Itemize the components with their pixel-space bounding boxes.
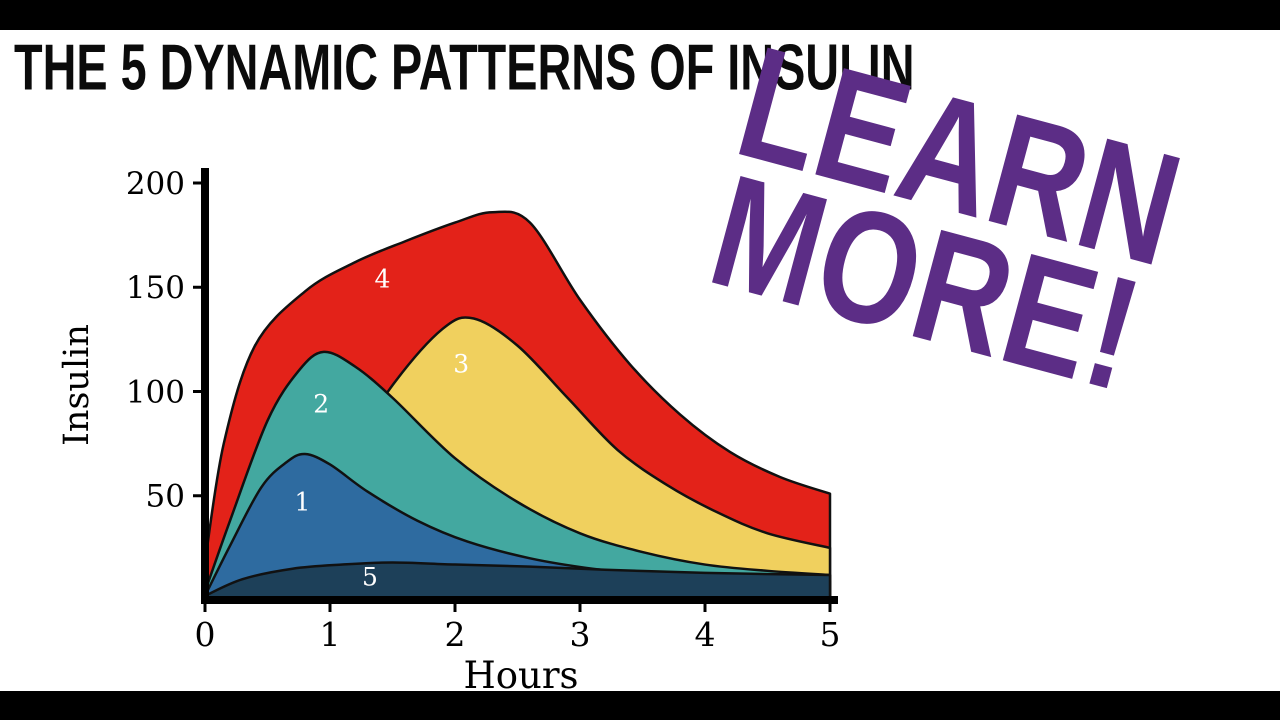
series-label-4: 4 <box>375 264 391 293</box>
page-title: THE 5 DYNAMIC PATTERNS OF INSULIN <box>14 31 915 104</box>
x-tick-label: 0 <box>195 615 216 654</box>
x-axis-title: Hours <box>463 654 578 697</box>
series-label-1: 1 <box>295 487 311 516</box>
y-tick-label: 100 <box>126 374 185 410</box>
series-label-3: 3 <box>453 350 469 379</box>
y-tick-label: 150 <box>126 270 185 306</box>
y-tick-label: 200 <box>126 166 185 202</box>
x-tick-label: 4 <box>695 615 716 654</box>
series-label-2: 2 <box>313 389 329 418</box>
letterbox-bottom-bar <box>0 691 1280 720</box>
x-tick-label: 1 <box>320 615 341 654</box>
series-label-5: 5 <box>362 562 378 591</box>
y-tick-label: 50 <box>146 479 185 515</box>
series-area-5 <box>203 561 832 602</box>
x-tick-label: 2 <box>445 615 466 654</box>
x-tick-label: 5 <box>820 615 841 654</box>
y-axis-title: Insulin <box>57 324 97 446</box>
letterbox-top-bar <box>0 0 1280 30</box>
x-tick-label: 3 <box>570 615 591 654</box>
